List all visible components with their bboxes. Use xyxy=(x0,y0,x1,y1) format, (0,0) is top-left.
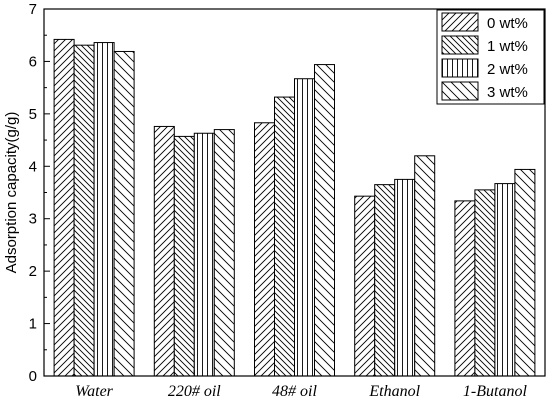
bar-water-3-wt- xyxy=(113,50,135,377)
y-tick-label: 3 xyxy=(29,211,37,228)
legend-swatch xyxy=(441,12,479,32)
legend-label: 0 wt% xyxy=(487,15,528,32)
y-tick-label: 2 xyxy=(29,263,37,280)
bar-220-oil-3-wt- xyxy=(213,129,235,377)
bar-220-oil-2-wt- xyxy=(193,132,215,377)
x-category-label: 48# oil xyxy=(272,383,317,400)
x-category-label: 220# oil xyxy=(168,383,221,400)
bar-48-oil-1-wt- xyxy=(274,96,295,377)
x-category-label: 1-Butanol xyxy=(463,383,528,400)
y-tick-label: 0 xyxy=(29,368,37,385)
bar-48-oil-2-wt- xyxy=(294,78,315,377)
x-axis-category-labels: Water 220# oil 48# oil Ethanol 1-Butanol xyxy=(75,383,527,400)
bar-1-butanol-3-wt- xyxy=(514,168,536,377)
bar-220-oil-0-wt- xyxy=(153,125,175,377)
legend-swatch xyxy=(441,35,479,55)
y-tick-label: 4 xyxy=(29,158,37,175)
legend-swatch xyxy=(441,81,479,101)
legend-label: 1 wt% xyxy=(487,38,528,55)
bar-ethanol-0-wt- xyxy=(354,195,376,377)
bar-water-1-wt- xyxy=(73,44,95,377)
bar-1-butanol-1-wt- xyxy=(474,189,496,377)
x-tick-marks xyxy=(93,370,496,376)
legend-swatch xyxy=(441,58,479,78)
x-category-label: Ethanol xyxy=(368,383,420,400)
bar-ethanol-1-wt- xyxy=(374,184,396,377)
y-tick-label: 5 xyxy=(29,106,37,123)
bar-ethanol-2-wt- xyxy=(394,178,416,377)
y-tick-label: 7 xyxy=(29,1,37,18)
y-axis-title: Adsorption capacity(g/g) xyxy=(3,112,20,274)
bar-water-0-wt- xyxy=(53,38,75,377)
legend: 0 wt% 1 wt% 2 wt% 3 wt% xyxy=(436,9,545,105)
bar-water-2-wt- xyxy=(93,42,115,377)
bar-1-butanol-0-wt- xyxy=(454,200,476,377)
y-tick-label: 1 xyxy=(29,316,37,333)
y-axis-ticks: 0 1 2 3 4 5 6 7 xyxy=(29,1,50,385)
bar-1-butanol-2-wt- xyxy=(494,183,516,377)
y-tick-label: 6 xyxy=(29,53,37,70)
legend-label: 2 wt% xyxy=(487,61,528,78)
legend-label: 3 wt% xyxy=(487,84,528,101)
bars xyxy=(53,38,536,377)
bar-48-oil-0-wt- xyxy=(254,122,275,377)
plot-frame xyxy=(43,8,546,377)
plot-area: 0 1 2 3 4 5 6 7 Water 220# oil 48# oil Ethanol 1-Bu… xyxy=(29,1,546,400)
x-category-label: Water xyxy=(75,383,113,400)
bar-48-oil-3-wt- xyxy=(314,64,335,377)
bar-220-oil-1-wt- xyxy=(173,135,195,377)
bar-ethanol-3-wt- xyxy=(414,155,436,377)
